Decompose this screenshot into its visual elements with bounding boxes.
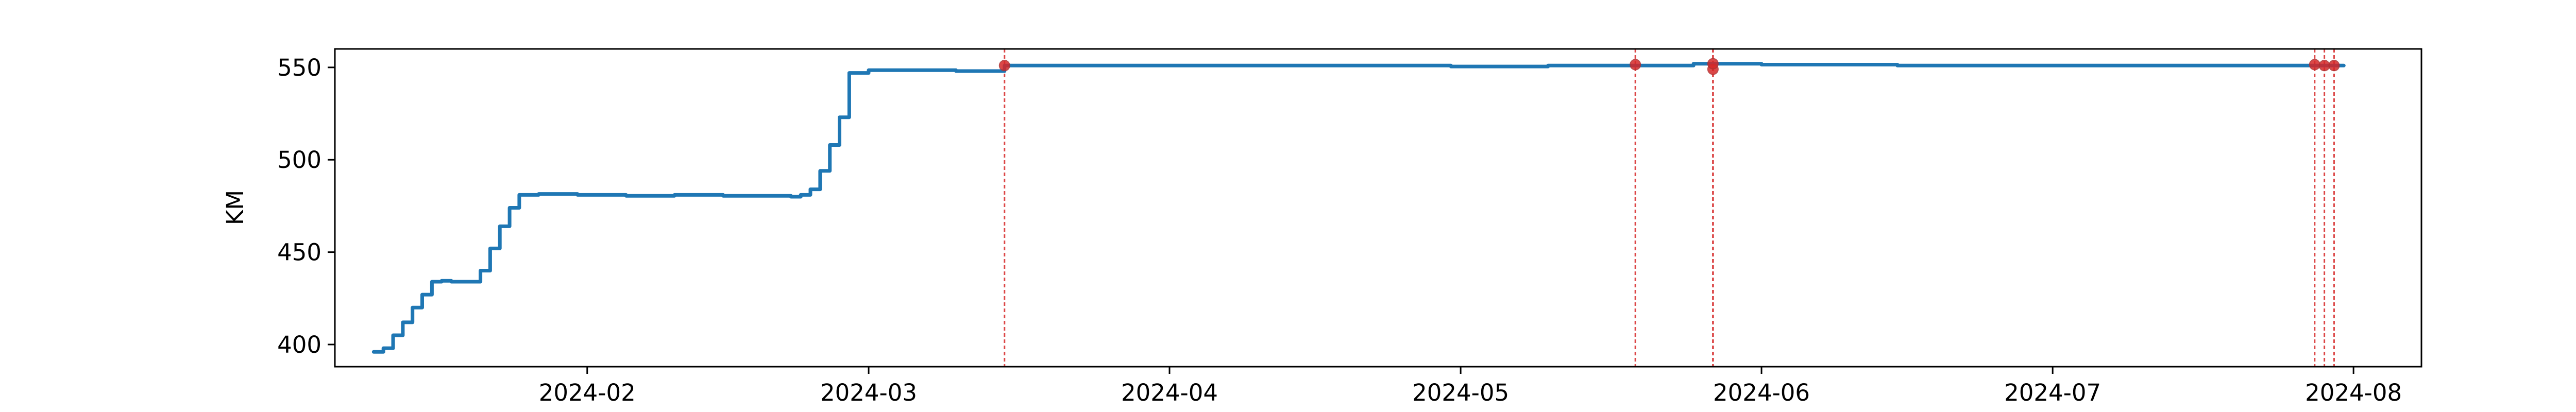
series-line-0: [371, 62, 2346, 354]
event-marker-1: [1630, 59, 1641, 71]
event-marker-0: [998, 60, 1010, 72]
event-marker-4: [2309, 59, 2320, 71]
plot-area-frame: [334, 48, 2422, 368]
series-layer: [371, 62, 2346, 354]
x-tick-label-5: 2024-07: [2004, 379, 2101, 406]
event-markers-layer: [998, 58, 2340, 75]
event-marker-5: [2318, 60, 2330, 72]
y-axis-label: KM: [222, 190, 249, 225]
x-tick-label-6: 2024-08: [2305, 379, 2402, 406]
x-tick-label-2: 2024-04: [1121, 379, 1218, 406]
y-tick-label-1: 450: [277, 239, 321, 266]
y-tick-label-3: 550: [277, 54, 321, 81]
x-tick-label-3: 2024-05: [1412, 379, 1509, 406]
y-axis: 400 450 500 550: [277, 54, 335, 358]
event-marker-6: [2328, 60, 2340, 72]
x-tick-label-0: 2024-02: [539, 379, 636, 406]
event-marker-3: [1707, 58, 1719, 70]
y-tick-label-0: 400: [277, 331, 321, 358]
x-tick-label-4: 2024-06: [1713, 379, 1810, 406]
x-axis: 2024-02 2024-03 2024-04 2024-05 2024-06 2024-…: [539, 367, 2402, 406]
x-tick-label-1: 2024-03: [820, 379, 917, 406]
y-tick-label-2: 500: [277, 146, 321, 174]
event-lines-layer: [1004, 49, 2335, 367]
